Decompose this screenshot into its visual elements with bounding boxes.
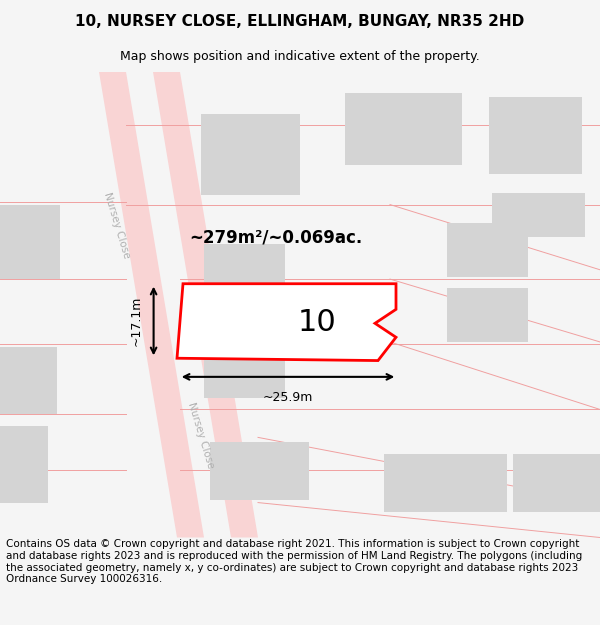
Text: Contains OS data © Crown copyright and database right 2021. This information is : Contains OS data © Crown copyright and d… [6, 539, 582, 584]
Text: ~17.1m: ~17.1m [130, 296, 143, 346]
Bar [345, 93, 462, 165]
Text: Map shows position and indicative extent of the property.: Map shows position and indicative extent… [120, 49, 480, 62]
Bar [204, 332, 285, 398]
Polygon shape [177, 284, 396, 361]
Polygon shape [153, 72, 258, 538]
Bar [513, 454, 600, 512]
Bar [210, 442, 309, 500]
Bar [0, 347, 57, 414]
Bar [384, 454, 507, 512]
Polygon shape [99, 72, 204, 538]
Bar [0, 204, 60, 279]
Bar [447, 288, 528, 342]
Bar [447, 223, 528, 277]
Text: 10: 10 [298, 308, 336, 337]
Bar [492, 193, 585, 237]
Text: ~279m²/~0.069ac.: ~279m²/~0.069ac. [190, 229, 362, 246]
Bar [0, 426, 48, 503]
Text: Nursey Close: Nursey Close [102, 191, 132, 260]
Text: Nursey Close: Nursey Close [186, 401, 216, 469]
Bar [489, 98, 582, 174]
Bar [201, 114, 300, 195]
Bar [204, 244, 285, 314]
Text: ~25.9m: ~25.9m [263, 391, 313, 404]
Text: 10, NURSEY CLOSE, ELLINGHAM, BUNGAY, NR35 2HD: 10, NURSEY CLOSE, ELLINGHAM, BUNGAY, NR3… [76, 14, 524, 29]
